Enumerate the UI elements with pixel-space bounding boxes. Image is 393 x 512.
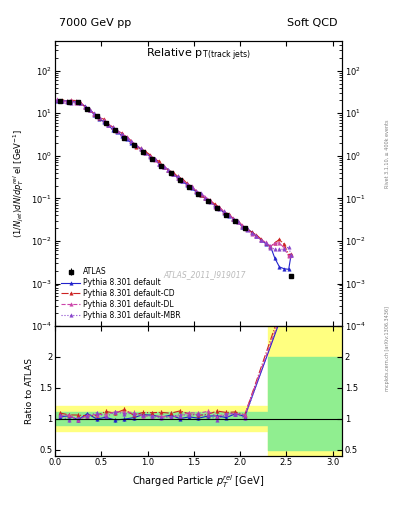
Text: mcplots.cern.ch [arXiv:1306.3436]: mcplots.cern.ch [arXiv:1306.3436] <box>385 306 390 391</box>
Pythia 8.301 default <box>198 192 203 198</box>
Pythia 8.301 default-CD <box>203 195 208 201</box>
Pythia 8.301 default <box>55 97 60 103</box>
Text: Relative $\mathregular{p_T}$$\mathregular{_{(track\ jets)}}$: Relative $\mathregular{p_T}$$\mathregula… <box>146 47 251 63</box>
Pythia 8.301 default <box>286 266 291 272</box>
Pythia 8.301 default-DL <box>208 197 212 203</box>
Y-axis label: $(1/N_{jet})dN/dp^{rel}_{T}$ el [GeV$^{-1}$]: $(1/N_{jet})dN/dp^{rel}_{T}$ el [GeV$^{-… <box>11 129 26 238</box>
Pythia 8.301 default-MBR <box>138 145 143 152</box>
Text: Rivet 3.1.10, ≥ 400k events: Rivet 3.1.10, ≥ 400k events <box>385 119 390 188</box>
Pythia 8.301 default-MBR <box>272 246 277 252</box>
Y-axis label: Ratio to ATLAS: Ratio to ATLAS <box>24 358 33 424</box>
Pythia 8.301 default-DL <box>272 240 277 246</box>
Pythia 8.301 default-DL <box>138 145 143 152</box>
X-axis label: Charged Particle $p^{rel}_{T}$ [GeV]: Charged Particle $p^{rel}_{T}$ [GeV] <box>132 473 264 490</box>
Pythia 8.301 default-CD <box>288 251 293 258</box>
Pythia 8.301 default-DL <box>55 96 60 102</box>
Pythia 8.301 default-DL <box>286 253 291 260</box>
Pythia 8.301 default-CD <box>171 169 175 175</box>
Pythia 8.301 default-DL <box>288 252 293 258</box>
Pythia 8.301 default-DL <box>166 167 171 173</box>
Pythia 8.301 default <box>208 198 212 204</box>
Legend: ATLAS, Pythia 8.301 default, Pythia 8.301 default-CD, Pythia 8.301 default-DL, P: ATLAS, Pythia 8.301 default, Pythia 8.30… <box>59 265 183 322</box>
Pythia 8.301 default-MBR <box>198 190 203 197</box>
Pythia 8.301 default-DL <box>73 100 78 106</box>
Pythia 8.301 default <box>288 252 293 259</box>
Pythia 8.301 default-MBR <box>55 97 60 103</box>
Pythia 8.301 default-CD <box>78 99 83 105</box>
Pythia 8.301 default-MBR <box>73 98 78 104</box>
Pythia 8.301 default <box>73 99 78 105</box>
Line: Pythia 8.301 default-MBR: Pythia 8.301 default-MBR <box>55 98 293 257</box>
Text: Soft QCD: Soft QCD <box>288 18 338 28</box>
Line: Pythia 8.301 default-DL: Pythia 8.301 default-DL <box>55 98 293 258</box>
Pythia 8.301 default <box>166 166 171 173</box>
Pythia 8.301 default-MBR <box>208 199 212 205</box>
Text: 7000 GeV pp: 7000 GeV pp <box>59 18 131 28</box>
Line: Pythia 8.301 default: Pythia 8.301 default <box>55 99 293 271</box>
Pythia 8.301 default-DL <box>198 190 203 197</box>
Pythia 8.301 default <box>138 146 143 152</box>
Pythia 8.301 default-CD <box>60 96 64 102</box>
Pythia 8.301 default-CD <box>185 180 189 186</box>
Line: Pythia 8.301 default-CD: Pythia 8.301 default-CD <box>55 98 293 257</box>
Pythia 8.301 default-CD <box>212 201 217 207</box>
Pythia 8.301 default-MBR <box>166 167 171 173</box>
Pythia 8.301 default-CD <box>143 148 148 155</box>
Pythia 8.301 default <box>272 255 277 261</box>
Pythia 8.301 default-CD <box>55 97 60 103</box>
Pythia 8.301 default-MBR <box>288 252 293 258</box>
Pythia 8.301 default-CD <box>286 251 291 258</box>
Text: ATLAS_2011_I919017: ATLAS_2011_I919017 <box>163 270 246 279</box>
